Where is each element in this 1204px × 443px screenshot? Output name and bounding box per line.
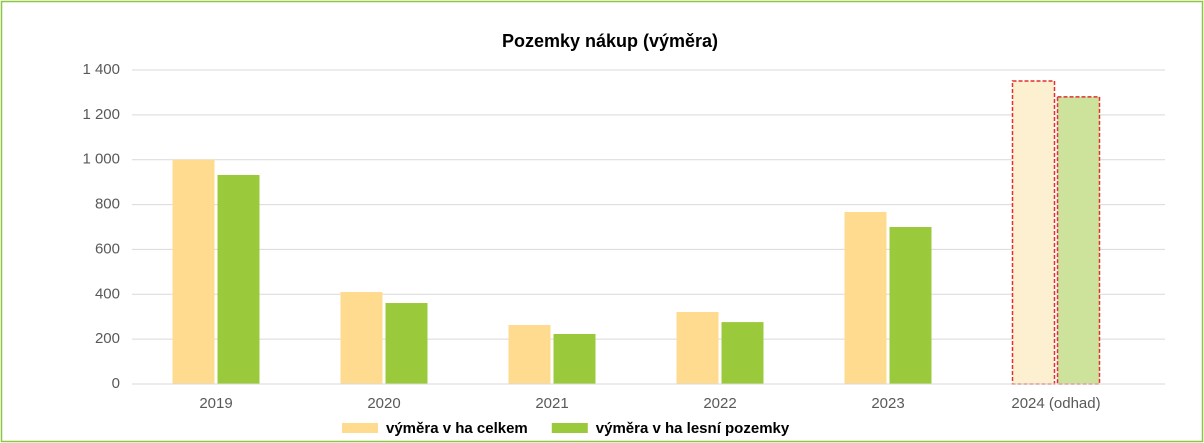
y-tick-label: 800 [95,196,120,213]
x-tick-label: 2020 [367,395,400,412]
x-tick-label: 2024 (odhad) [1011,395,1100,412]
y-tick-label: 600 [95,240,120,257]
bar [1011,80,1056,385]
bar [385,303,428,384]
legend-swatch [342,423,378,433]
bar [844,211,887,384]
chart-title: Pozemky nákup (výměra) [502,31,718,51]
y-tick-label: 1 200 [82,106,120,123]
bar [721,322,764,384]
y-tick-label: 1 000 [82,151,120,168]
bar [340,292,383,384]
legend-label: výměra v ha lesní pozemky [596,420,790,437]
y-tick-label: 400 [95,285,120,302]
x-tick-label: 2021 [535,395,568,412]
x-tick-label: 2019 [199,395,232,412]
bar [1056,96,1101,385]
x-tick-label: 2023 [871,395,904,412]
y-tick-label: 0 [112,375,120,392]
bar [217,174,260,384]
bar [889,227,932,384]
x-tick-label: 2022 [703,395,736,412]
bar [553,333,596,384]
legend-swatch [551,423,588,433]
bar [508,325,551,384]
bar [676,312,719,384]
bar [172,159,215,384]
legend-label: výměra v ha celkem [386,420,528,437]
y-tick-label: 200 [95,330,120,347]
y-tick-label: 1 400 [82,61,120,78]
